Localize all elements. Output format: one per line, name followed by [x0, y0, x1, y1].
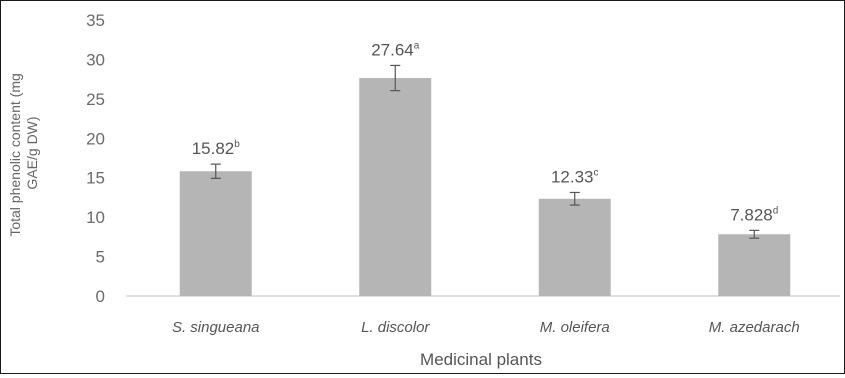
data-label-value: 12.33 [551, 167, 594, 186]
bar [359, 78, 432, 297]
significance-letter: c [594, 167, 599, 178]
error-bar [569, 191, 580, 206]
category-labels-group: S. singueana L. discolor M. oleifera M. aze… [172, 319, 800, 336]
y-tick-label: 20 [86, 129, 105, 148]
y-axis-ticks: 0 5 10 15 20 25 30 35 [86, 11, 105, 306]
bar [179, 171, 252, 296]
y-tick-label: 15 [86, 169, 105, 188]
category-label: M. azedarach [709, 319, 800, 336]
significance-letter: b [234, 139, 240, 150]
bar [718, 234, 791, 296]
data-label-value: 27.64 [371, 40, 414, 59]
y-axis-title: Total phenolic content (mg GAE/g DW) [7, 69, 40, 236]
error-bar [390, 64, 401, 92]
y-tick-label: 10 [86, 208, 105, 227]
y-tick-label: 30 [86, 50, 105, 69]
data-label: 15.82b [192, 139, 241, 158]
y-axis-title-line-2: GAE/g DW) [24, 116, 40, 189]
error-bars-group [210, 64, 760, 239]
category-label: M. oleifera [540, 319, 610, 336]
error-bar [210, 163, 221, 179]
data-label: 7.828d [730, 205, 778, 224]
significance-letter: d [773, 205, 779, 216]
category-label: L. discolor [361, 319, 430, 336]
error-bar [749, 229, 760, 239]
data-label: 12.33c [551, 167, 599, 186]
data-label-value: 7.828 [730, 205, 773, 224]
data-label: 27.64a [371, 40, 420, 59]
y-axis-title-line-1: Total phenolic content (mg [7, 73, 23, 236]
significance-letter: a [414, 40, 420, 51]
data-labels-group: 15.82b 27.64a 12.33c 7.828d [192, 40, 779, 224]
y-tick-label: 0 [96, 287, 105, 306]
y-tick-label: 35 [86, 11, 105, 30]
data-label-value: 15.82 [192, 139, 235, 158]
y-tick-label: 5 [96, 248, 105, 267]
x-axis-title: Medicinal plants [420, 350, 542, 369]
y-tick-label: 25 [86, 90, 105, 109]
bar [538, 198, 611, 296]
bars-group [179, 78, 791, 297]
category-label: S. singueana [172, 319, 260, 336]
